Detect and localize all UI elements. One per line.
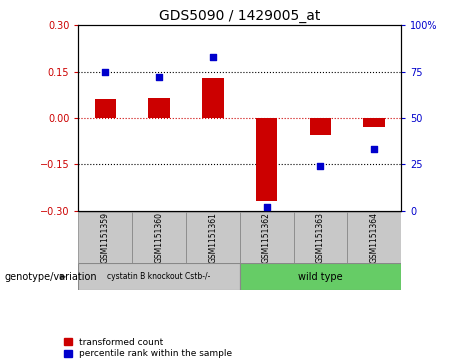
Text: GSM1151364: GSM1151364 (370, 212, 378, 263)
Text: GSM1151361: GSM1151361 (208, 212, 217, 263)
Bar (256, 118, 278, 201)
Text: GSM1151359: GSM1151359 (101, 212, 110, 263)
Bar (78, 263, 240, 290)
Title: GDS5090 / 1429005_at: GDS5090 / 1429005_at (159, 9, 320, 23)
Text: GSM1151360: GSM1151360 (154, 212, 164, 263)
Text: genotype/variation: genotype/variation (5, 272, 97, 282)
Bar (95, 99, 116, 118)
Text: GSM1151362: GSM1151362 (262, 212, 271, 263)
Point (101, 69, 109, 75)
Bar (78, 212, 132, 263)
Legend: transformed count, percentile rank within the sample: transformed count, percentile rank withi… (65, 338, 232, 359)
Bar (240, 263, 401, 290)
Text: cystatin B knockout Cstb-/-: cystatin B knockout Cstb-/- (107, 272, 211, 281)
Point (209, 54, 217, 60)
Point (371, 147, 378, 152)
Bar (347, 212, 401, 263)
Point (317, 163, 324, 169)
Bar (310, 118, 331, 135)
Text: GSM1151363: GSM1151363 (316, 212, 325, 263)
Bar (363, 118, 385, 127)
Text: wild type: wild type (298, 272, 343, 282)
Bar (186, 212, 240, 263)
Bar (202, 78, 224, 118)
Bar (294, 212, 347, 263)
Bar (148, 98, 170, 118)
Point (155, 74, 163, 80)
Bar (240, 212, 294, 263)
Point (263, 204, 270, 210)
Bar (132, 212, 186, 263)
